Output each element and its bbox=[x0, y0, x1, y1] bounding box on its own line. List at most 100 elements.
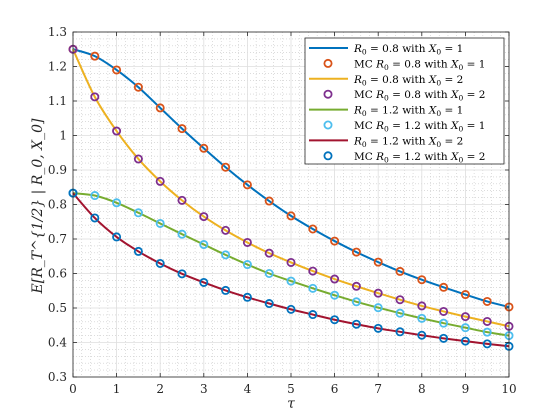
x-tick-label: 8 bbox=[418, 382, 426, 396]
mc-marker bbox=[330, 290, 340, 300]
legend-box bbox=[304, 37, 505, 165]
mc-marker bbox=[90, 191, 100, 201]
mc-marker bbox=[199, 143, 209, 153]
mc-marker bbox=[112, 65, 122, 75]
mc-marker bbox=[395, 266, 405, 276]
y-tick-label: 0.3 bbox=[48, 370, 67, 384]
mc-marker bbox=[330, 236, 340, 246]
legend-entry: MC R0 = 0.8 with X0 = 2 bbox=[323, 89, 485, 103]
legend: R0 = 0.8 with X0 = 1MC R0 = 0.8 with X0 … bbox=[304, 37, 505, 165]
legend-marker-swatch bbox=[323, 89, 333, 99]
mc-marker bbox=[286, 304, 296, 314]
legend-entry: MC R0 = 1.2 with X0 = 1 bbox=[323, 120, 485, 134]
legend-label: R0 = 0.8 with X0 = 2 bbox=[353, 74, 463, 88]
mc-marker bbox=[373, 257, 383, 267]
mc-marker bbox=[155, 103, 165, 113]
mc-marker bbox=[112, 232, 122, 242]
mc-marker bbox=[264, 248, 274, 258]
y-tick-label: 0.6 bbox=[48, 267, 67, 281]
x-tick-label: 6 bbox=[331, 382, 339, 396]
legend-label: R0 = 1.2 with X0 = 2 bbox=[353, 135, 463, 149]
y-tick-label: 0.7 bbox=[48, 232, 67, 246]
mc-marker bbox=[286, 211, 296, 221]
x-tick-label: 9 bbox=[462, 382, 470, 396]
curves bbox=[72, 48, 510, 348]
mc-marker bbox=[439, 318, 449, 328]
mc-marker bbox=[133, 208, 143, 218]
x-tick-label: 5 bbox=[287, 382, 295, 396]
legend-marker-swatch bbox=[323, 58, 333, 68]
mc-marker bbox=[439, 333, 449, 343]
series-line bbox=[72, 192, 510, 337]
mc-marker bbox=[373, 303, 383, 313]
mc-marker bbox=[351, 297, 361, 307]
mc-marker bbox=[460, 323, 470, 333]
mc-marker bbox=[351, 281, 361, 291]
x-tick-label: 3 bbox=[200, 382, 208, 396]
mc-marker bbox=[482, 296, 492, 306]
y-tick-label: 1.1 bbox=[48, 94, 67, 108]
mc-marker bbox=[242, 292, 252, 302]
mc-marker bbox=[221, 250, 231, 260]
legend-label: R0 = 0.8 with X0 = 1 bbox=[353, 43, 463, 57]
mc-marker bbox=[133, 82, 143, 92]
y-tick-label: 0.8 bbox=[48, 198, 67, 212]
mc-marker bbox=[395, 295, 405, 305]
y-tick-label: 0.9 bbox=[48, 163, 67, 177]
mc-marker bbox=[221, 285, 231, 295]
mc-marker bbox=[177, 124, 187, 134]
mc-marker bbox=[242, 237, 252, 247]
mc-marker bbox=[482, 316, 492, 326]
mc-marker bbox=[177, 269, 187, 279]
y-tick-label: 1.3 bbox=[48, 25, 67, 39]
x-tick-label: 2 bbox=[156, 382, 164, 396]
x-tick-label: 10 bbox=[501, 382, 516, 396]
x-tick-label: 4 bbox=[244, 382, 252, 396]
y-tick-label: 0.5 bbox=[48, 301, 67, 315]
series-line bbox=[72, 48, 510, 308]
series-line bbox=[72, 48, 510, 328]
mc-marker bbox=[242, 180, 252, 190]
mc-marker bbox=[373, 323, 383, 333]
mc-marker bbox=[90, 51, 100, 61]
mc-marker bbox=[308, 224, 318, 234]
legend-label: MC R0 = 0.8 with X0 = 2 bbox=[354, 89, 485, 103]
mc-marker bbox=[482, 339, 492, 349]
mc-marker bbox=[460, 312, 470, 322]
legend-entry: R0 = 1.2 with X0 = 2 bbox=[309, 135, 463, 149]
mc-marker bbox=[199, 212, 209, 222]
mc-marker bbox=[177, 229, 187, 239]
mc-marker bbox=[417, 313, 427, 323]
x-tick-label: 0 bbox=[69, 382, 77, 396]
legend-label: MC R0 = 0.8 with X0 = 1 bbox=[354, 58, 485, 72]
mc-marker bbox=[417, 330, 427, 340]
mc-marker bbox=[133, 246, 143, 256]
legend-label: MC R0 = 1.2 with X0 = 1 bbox=[354, 120, 485, 134]
mc-marker bbox=[90, 92, 100, 102]
mc-marker bbox=[155, 258, 165, 268]
y-tick-label: 1 bbox=[59, 129, 67, 143]
legend-entry: MC R0 = 1.2 with X0 = 2 bbox=[323, 151, 485, 164]
x-tick-label: 7 bbox=[374, 382, 382, 396]
mc-marker bbox=[177, 195, 187, 205]
legend-entry: R0 = 1.2 with X0 = 1 bbox=[309, 105, 463, 118]
mc-marker bbox=[155, 218, 165, 228]
mc-marker bbox=[133, 154, 143, 164]
mc-marker bbox=[264, 299, 274, 309]
mc-marker bbox=[264, 268, 274, 278]
mc-marker bbox=[221, 162, 231, 172]
mc-marker bbox=[308, 266, 318, 276]
x-axis-label: τ bbox=[287, 396, 295, 412]
mc-marker bbox=[264, 196, 274, 206]
mc-marker bbox=[482, 327, 492, 337]
mc-marker bbox=[460, 290, 470, 300]
mc-marker bbox=[330, 274, 340, 284]
ticks bbox=[72, 31, 510, 378]
mc-marker bbox=[373, 288, 383, 298]
legend-entry: R0 = 0.8 with X0 = 1 bbox=[309, 43, 463, 57]
mc-marker bbox=[112, 198, 122, 208]
mc-marker bbox=[439, 282, 449, 292]
x-tick-labels: 0 1 2 3 4 5 6 7 8 9 10 bbox=[69, 382, 516, 396]
y-tick-label: 1.2 bbox=[48, 60, 67, 74]
